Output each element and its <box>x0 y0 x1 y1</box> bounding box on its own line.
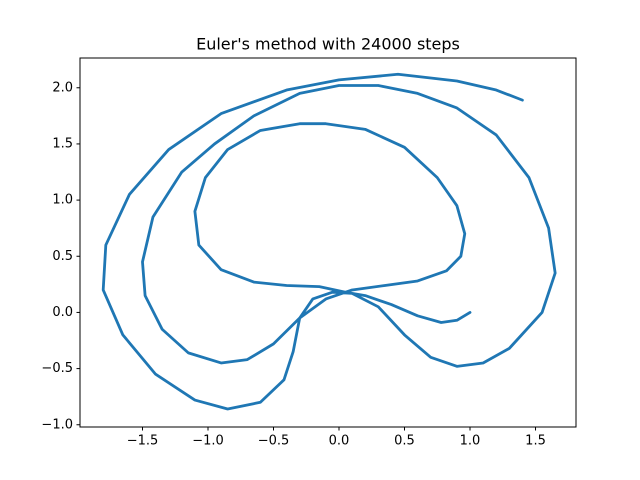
x-tick-label: −1.0 <box>192 434 224 449</box>
y-tick-label: 2.0 <box>52 80 73 95</box>
data-line <box>101 72 557 411</box>
y-tick-label: 1.0 <box>52 193 73 208</box>
x-tick-label: 0.0 <box>329 434 350 449</box>
chart-title: Euler's method with 24000 steps <box>196 35 460 54</box>
x-tick-label: −0.5 <box>258 434 290 449</box>
y-tick-label: 0.5 <box>52 249 73 264</box>
x-tick-label: 1.5 <box>525 434 546 449</box>
x-tick-label: 1.0 <box>460 434 481 449</box>
x-tick-label: −1.5 <box>127 434 159 449</box>
plot-frame <box>79 57 577 428</box>
x-tick-label: 0.5 <box>394 434 415 449</box>
y-tick-label: −1.0 <box>41 417 73 432</box>
y-tick-label: 1.5 <box>52 136 73 151</box>
y-tick-label: −0.5 <box>41 361 73 376</box>
y-tick-label: 0.0 <box>52 305 73 320</box>
